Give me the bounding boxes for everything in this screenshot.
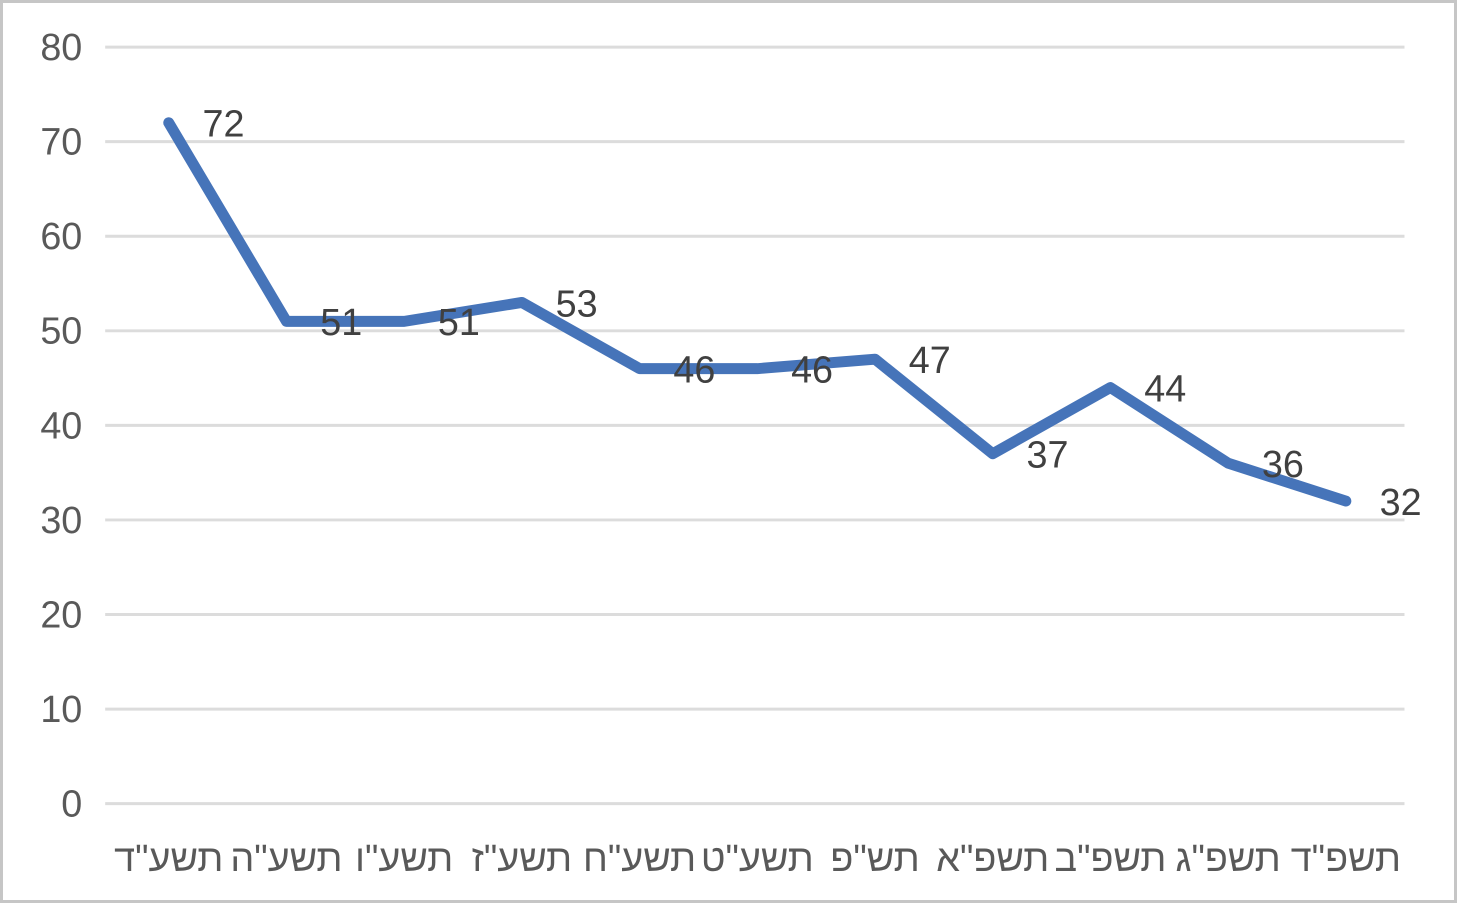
x-axis-category-label: תשפ"ג bbox=[1176, 837, 1281, 879]
data-series-line bbox=[163, 117, 1352, 507]
data-point-label: 32 bbox=[1380, 481, 1422, 523]
y-axis-tick-label: 60 bbox=[40, 215, 82, 257]
data-point-label: 51 bbox=[320, 301, 362, 343]
y-axis-tick-label: 70 bbox=[40, 121, 82, 163]
y-axis-tick-label: 0 bbox=[61, 783, 82, 825]
y-axis-tick-label: 30 bbox=[40, 499, 82, 541]
x-axis-category-label: תשע"ה bbox=[230, 837, 342, 879]
data-point-label: 37 bbox=[1027, 434, 1069, 476]
x-axis-category-label: תשע"ז bbox=[472, 837, 572, 879]
data-point-label: 72 bbox=[203, 103, 245, 145]
x-axis-category-label: תשפ"ב bbox=[1055, 837, 1167, 879]
y-axis-tick-label: 80 bbox=[40, 26, 82, 68]
data-point-label: 46 bbox=[673, 349, 715, 391]
y-axis-tick-label: 40 bbox=[40, 404, 82, 446]
x-axis-category-label: תשפ"ד bbox=[1291, 837, 1401, 879]
data-point-label: 47 bbox=[909, 339, 951, 381]
y-axis-tick-label: 50 bbox=[40, 310, 82, 352]
x-axis-category-label: תשע"ו bbox=[355, 837, 453, 879]
x-axis-category-label: תשע"ח bbox=[583, 837, 696, 879]
data-point-label: 46 bbox=[791, 349, 833, 391]
y-axis-tick-label: 20 bbox=[40, 593, 82, 635]
line-chart-canvas: 0 10 20 30 40 50 60 70 80 תשע"ד תשע"ה תשע"ו תשע"ז תשע… bbox=[40, 26, 1422, 879]
data-point-label: 36 bbox=[1262, 443, 1304, 485]
x-axis-category-label: תש"פ bbox=[830, 837, 919, 879]
data-point-label: 51 bbox=[438, 301, 480, 343]
y-axis-tick-label: 10 bbox=[40, 688, 82, 730]
data-point-label: 53 bbox=[556, 282, 598, 324]
data-point-label: 44 bbox=[1144, 367, 1186, 409]
x-axis-category-label: תשע"ט bbox=[701, 837, 814, 879]
x-axis-category-label: תשע"ד bbox=[114, 837, 223, 879]
x-axis-category-label: תשפ"א bbox=[936, 837, 1049, 879]
